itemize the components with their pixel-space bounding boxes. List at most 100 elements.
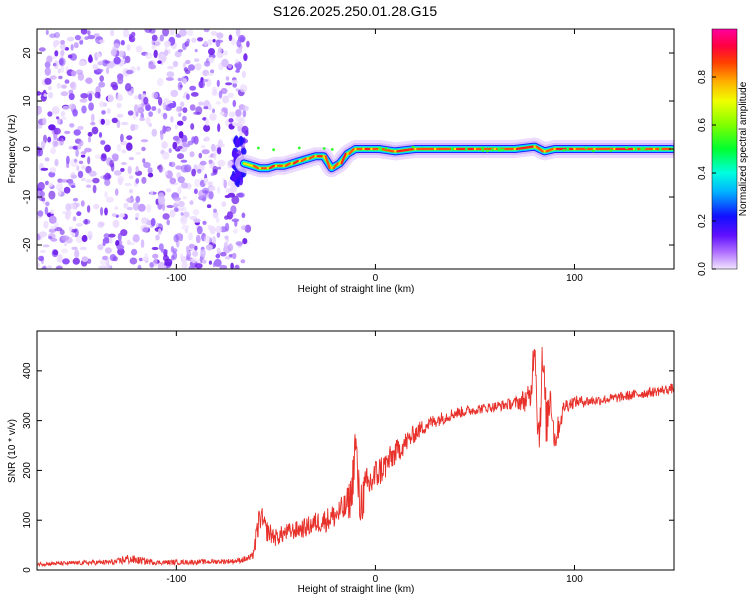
noise-blob — [180, 212, 184, 216]
noise-blob — [197, 37, 204, 42]
noise-blob — [170, 255, 175, 261]
noise-blob — [203, 124, 211, 132]
noise-blob — [210, 31, 218, 36]
noise-blob — [189, 151, 195, 158]
noise-blob — [54, 140, 59, 148]
ridge-dot — [464, 147, 468, 151]
noise-blob — [221, 143, 225, 148]
noise-blob — [198, 101, 204, 106]
noise-blob — [152, 253, 159, 259]
noise-blob — [60, 110, 66, 117]
noise-blob — [117, 175, 125, 183]
noise-blob — [46, 55, 53, 64]
noise-blob — [100, 207, 104, 216]
noise-blob — [143, 96, 149, 105]
noise-blob — [144, 29, 152, 33]
noise-blob — [120, 229, 128, 237]
noise-blob — [112, 84, 119, 91]
noise-blob — [164, 171, 168, 176]
ridge-peak — [332, 162, 339, 170]
noise-blob — [70, 44, 74, 51]
noise-blob — [77, 170, 84, 179]
noise-blob — [174, 124, 179, 130]
noise-blob — [141, 176, 147, 184]
noise-blob — [167, 65, 175, 70]
noise-blob — [61, 116, 67, 121]
noise-blob — [117, 232, 122, 242]
ridge-dot — [634, 147, 638, 151]
noise-blob — [116, 113, 124, 118]
noise-blob — [80, 29, 88, 35]
noise-blob — [138, 93, 142, 100]
noise-blob — [223, 242, 228, 249]
noise-blob — [87, 131, 93, 137]
spectrogram-y-label: Frequency (Hz) — [7, 115, 18, 184]
noise-blob — [238, 122, 242, 127]
noise-blob — [112, 43, 120, 48]
noise-blob — [126, 44, 131, 51]
noise-blob — [87, 156, 91, 165]
noise-blob — [68, 103, 76, 110]
noise-blob — [208, 190, 214, 200]
noise-blob — [216, 247, 221, 253]
noise-blob — [217, 166, 222, 170]
noise-blob — [223, 50, 228, 56]
noise-blob — [182, 107, 188, 113]
noise-blob — [92, 184, 97, 194]
noise-blob — [72, 216, 77, 222]
noise-blob — [219, 264, 228, 269]
noise-blob — [203, 41, 208, 47]
noise-blob — [218, 90, 223, 99]
noise-blob — [172, 135, 180, 141]
noise-blob — [142, 158, 146, 164]
noise-blob — [145, 117, 151, 125]
noise-blob — [162, 125, 167, 134]
noise-blob — [203, 29, 210, 33]
noise-blob — [54, 50, 59, 57]
noise-blob — [47, 86, 53, 91]
noise-blob — [169, 29, 175, 36]
noise-blob — [135, 195, 141, 203]
noise-blob — [133, 104, 139, 113]
snr-x-label: Height of straight line (km) — [298, 584, 415, 595]
noise-blob — [209, 113, 217, 121]
noise-blob — [48, 91, 54, 99]
noise-blob — [74, 34, 81, 41]
noise-blob — [94, 91, 100, 99]
ridge-peak — [324, 155, 331, 170]
noise-blob — [159, 34, 164, 42]
noise-blob — [88, 93, 93, 102]
noise-blob — [68, 93, 75, 101]
x-tick-label: -100 — [166, 574, 186, 585]
noise-blob — [128, 35, 136, 43]
noise-blob — [125, 69, 134, 75]
y-tick-label: 300 — [22, 412, 33, 429]
ridge-peak — [292, 159, 299, 165]
noise-blob — [207, 181, 213, 186]
noise-blob — [202, 79, 209, 82]
noise-blob — [98, 265, 107, 269]
noise-blob — [246, 40, 250, 48]
noise-blob — [235, 109, 242, 117]
noise-blob — [222, 95, 230, 104]
ridge-dot — [490, 148, 494, 152]
noise-blob — [50, 238, 58, 242]
noise-blob — [241, 225, 247, 230]
noise-blob — [172, 141, 178, 150]
noise-blob — [73, 42, 79, 49]
noise-blob — [209, 225, 216, 235]
noise-blob — [103, 233, 110, 239]
noise-blob — [47, 111, 53, 117]
noise-blob — [177, 81, 183, 91]
noise-blob — [225, 188, 232, 193]
noise-blob — [182, 62, 187, 69]
noise-blob — [187, 29, 194, 37]
noise-blob — [104, 60, 111, 64]
noise-blob — [69, 82, 75, 89]
noise-blob — [199, 160, 207, 166]
noise-blob — [42, 117, 47, 126]
noise-blob — [176, 120, 184, 126]
noise-blob — [37, 91, 41, 96]
noise-blob — [135, 166, 139, 173]
noise-blob — [206, 204, 212, 209]
